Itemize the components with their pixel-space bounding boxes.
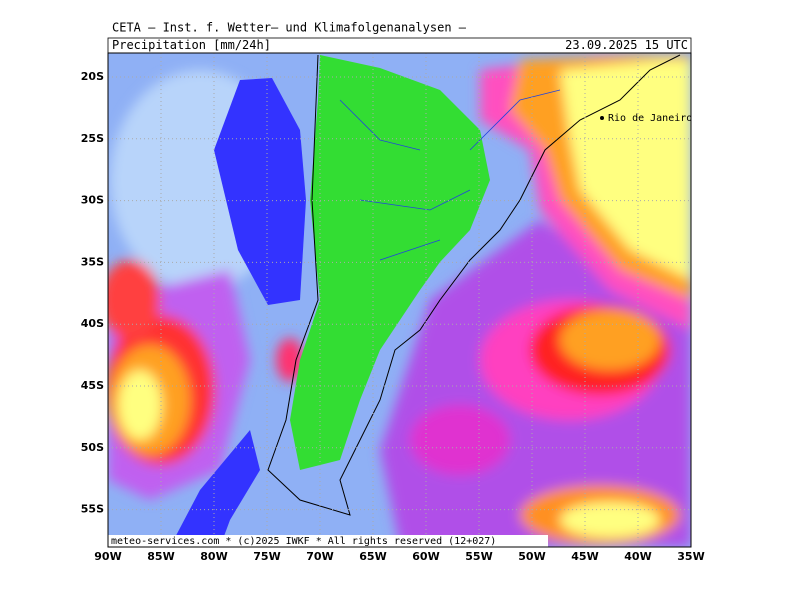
lat-label: 55S [81,503,104,516]
lon-label: 35W [677,550,704,563]
lon-label: 60W [412,550,439,563]
dry-area [214,78,306,305]
lon-label: 50W [518,550,545,563]
lat-label: 30S [81,194,104,207]
lon-label: 55W [465,550,492,563]
city-label: Rio de Janeiro [608,113,692,124]
rivers [339,89,561,261]
lat-label: 45S [81,379,104,392]
lat-label: 35S [81,255,104,268]
city-dot [600,116,604,120]
map-frame [107,52,692,548]
lon-label: 45W [571,550,598,563]
lat-label: 25S [81,132,104,145]
lat-label: 40S [81,317,104,330]
map-title: Precipitation [mm/24h] [112,38,271,52]
footer-box [108,535,548,547]
datetime: 23.09.2025 15 UTC [565,38,688,52]
precip-fields [108,55,691,547]
dry-area [170,430,260,547]
lat-label: 50S [81,441,104,454]
land-dry [290,55,490,470]
lon-label: 85W [147,550,174,563]
lat-label: 20S [81,70,104,83]
lon-label: 70W [306,550,333,563]
lon-label: 90W [94,550,121,563]
footer: meteo-services.com * (c)2025 IWKF * All … [111,536,496,547]
map-field: meteo-services.com * (c)2025 IWKF * All … [108,53,692,547]
lon-label: 80W [200,550,227,563]
institute: CETA — Inst. f. Wetter— und Klimafolgena… [112,21,467,35]
lon-label: 65W [359,550,386,563]
coastline [267,54,681,516]
lon-label: 75W [253,550,280,563]
lon-label: 40W [624,550,651,563]
